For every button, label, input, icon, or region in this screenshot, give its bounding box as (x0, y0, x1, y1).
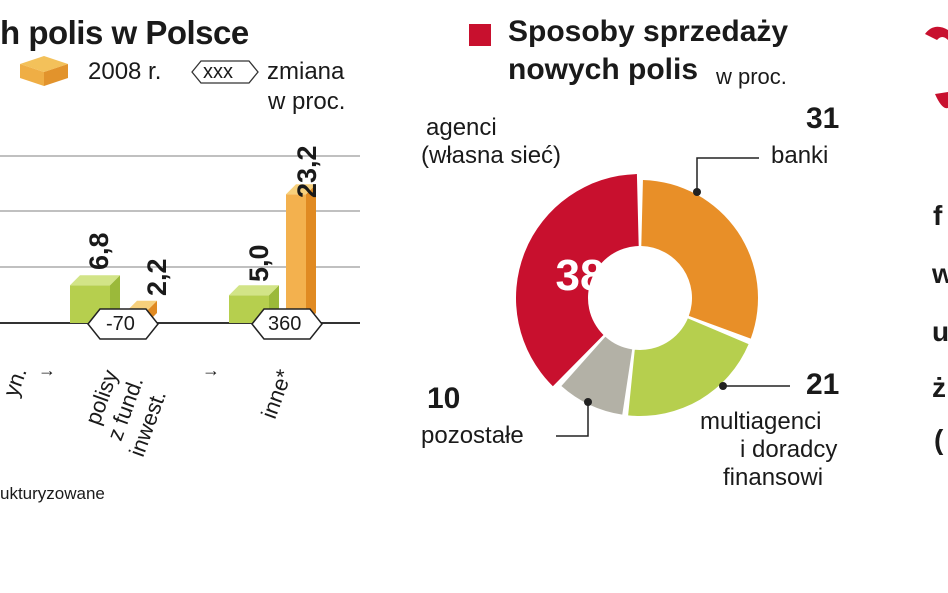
arrow-icon: → (38, 360, 56, 380)
value-banki: 31 (806, 102, 840, 135)
edge-glyph: ż (932, 372, 946, 403)
value-label: 6,8 (84, 232, 114, 270)
red-digit-fragment (925, 26, 948, 109)
slice-pozostale (561, 336, 633, 415)
value-label: 2,2 (142, 258, 172, 296)
legend-cube-icon (20, 56, 68, 86)
right-chart-title-line2: nowych polis (508, 53, 699, 86)
legend-hexagon-icon (191, 60, 259, 84)
left-chart-title: h polis w Polsce (0, 14, 249, 51)
label-multiagenci-line2: i doradcy (740, 436, 838, 463)
label-pozostale: pozostałe (421, 422, 524, 449)
bar-side (306, 184, 316, 323)
change-value: -70 (106, 313, 135, 335)
bar-top (70, 275, 120, 286)
value-label: 23,2 (292, 145, 322, 198)
footnote: ukturyzowane (0, 484, 105, 503)
edge-glyph: f (933, 200, 943, 231)
arrow-icon: → (202, 360, 220, 380)
label-agenci-line2: (własna sieć) (421, 142, 562, 169)
bar-orange (286, 194, 306, 323)
change-hexagon (87, 308, 159, 340)
slice-banki (641, 180, 758, 339)
leader-dot-pozostale (584, 398, 592, 406)
legend-change-label: zmiana (267, 58, 345, 85)
label-banki: banki (771, 142, 829, 169)
leader-dot-banki (693, 188, 701, 196)
red-square-icon (469, 24, 491, 46)
bar-top (229, 285, 279, 296)
bar-top (286, 184, 316, 195)
edge-glyph: w (932, 258, 948, 289)
right-chart-title-line1: Sposoby sprzedaży (508, 15, 789, 48)
slice-agenci (516, 174, 639, 387)
edge-glyph: u (932, 316, 948, 347)
label-multiagenci-line1: multiagenci (700, 408, 822, 435)
leader-line-banki (696, 157, 759, 190)
right-chart-unit: w proc. (716, 64, 787, 89)
value-pozostale: 10 (427, 382, 461, 415)
value-agenci: 38 (556, 251, 605, 300)
value-label: 5,0 (244, 244, 274, 282)
change-value: 360 (268, 313, 302, 335)
label-multiagenci-line3: finansowi (723, 464, 824, 491)
edge-glyph: ( (934, 424, 944, 455)
legend-change-marker: xxx (203, 61, 233, 83)
leader-line-pozostale (556, 404, 589, 437)
legend-year: 2008 r. (88, 58, 162, 85)
value-multiagenci: 21 (806, 368, 840, 401)
legend-change-unit: w proc. (268, 88, 346, 115)
change-hexagon (251, 308, 323, 340)
slice-multiagenci (628, 318, 749, 416)
label-agenci-line1: agenci (426, 114, 497, 141)
leader-dot-multiagenci (719, 382, 727, 390)
